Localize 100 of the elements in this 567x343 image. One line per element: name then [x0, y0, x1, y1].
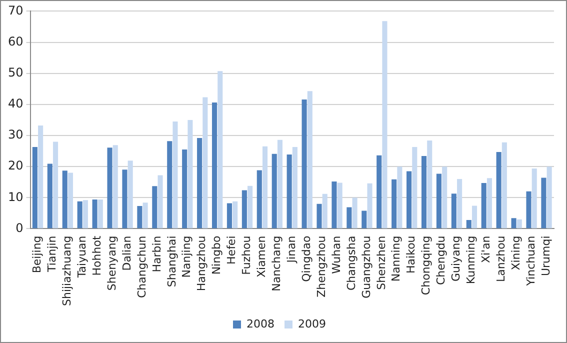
y-tick-label: 10: [8, 190, 24, 204]
bar: [107, 148, 112, 228]
bar: [442, 166, 448, 228]
bar: [92, 200, 98, 228]
y-tick-label: 40: [8, 96, 24, 111]
bar: [481, 183, 486, 228]
bar: [406, 171, 412, 228]
bar: [32, 147, 38, 228]
y-tick-label: 30: [8, 128, 24, 142]
bar: [38, 126, 44, 228]
legend-label: 2008: [246, 317, 275, 330]
bar: [172, 122, 178, 228]
x-tick-label: Haikou: [404, 236, 418, 274]
x-tick-label: Nanning: [390, 236, 403, 282]
bar: [457, 179, 462, 228]
bar: [226, 203, 232, 228]
legend-label: 2009: [298, 317, 326, 330]
bar: [52, 142, 58, 228]
bar: [421, 156, 427, 228]
bar: [362, 210, 367, 228]
bar: [82, 200, 88, 228]
bar: [502, 142, 507, 228]
bar: [277, 140, 282, 228]
bar: [546, 166, 552, 228]
x-tick-label: Hohhot: [90, 235, 104, 276]
x-tick-label: Jinan: [284, 236, 298, 264]
x-tick-label: Tianjin: [46, 236, 59, 273]
bar: [158, 175, 163, 228]
bar: [47, 164, 52, 228]
bar: [486, 178, 492, 228]
y-tick-label: 70: [8, 3, 24, 18]
y-tick-label: 60: [8, 34, 24, 48]
x-tick-label: Guangzhou: [360, 236, 373, 298]
x-tick-label: Hefei: [225, 236, 238, 264]
bar: [382, 21, 388, 228]
x-tick-label: Shanghai: [165, 236, 178, 288]
x-tick-label: Harbin: [150, 236, 164, 272]
x-tick-label: Changchun: [135, 236, 148, 298]
bar: [188, 120, 193, 228]
x-tick-label: Yinchuan: [524, 236, 538, 287]
bar: [466, 220, 472, 228]
bar: [182, 149, 188, 228]
bar: [212, 102, 218, 228]
x-tick-label: Nanjing: [180, 236, 194, 278]
x-tick-label: Kunming: [464, 236, 478, 284]
x-tick-label: Urumqi: [539, 236, 552, 276]
bar: [262, 146, 268, 228]
x-tick-label: Wuhan: [330, 236, 343, 274]
bar: [541, 178, 546, 228]
bar: [167, 141, 172, 228]
y-tick-label: 50: [8, 65, 24, 80]
x-tick-label: Xi'an: [480, 236, 493, 264]
bar: [218, 71, 223, 228]
bar: [427, 140, 432, 228]
bar: [242, 190, 247, 228]
bar: [152, 186, 158, 228]
bar: [202, 97, 208, 228]
y-tick-label: 20: [8, 158, 24, 173]
x-tick-label: Fuzhou: [240, 236, 254, 275]
y-tick-label: 0: [16, 220, 24, 235]
bar: [516, 219, 522, 228]
bar: [68, 172, 74, 228]
x-tick-label: Shenzhen: [374, 236, 388, 290]
bar: [137, 206, 142, 228]
bar: [128, 160, 133, 228]
bar: [392, 179, 397, 228]
bar: [367, 183, 372, 228]
bar: [526, 191, 532, 228]
x-tick-label: Dalian: [120, 236, 134, 271]
x-tick-label: Shenyang: [105, 236, 118, 291]
bar: [376, 155, 382, 228]
x-tick-label: Shijiazhuang: [60, 236, 74, 306]
x-tick-label: Hangzhou: [195, 236, 208, 292]
bar: [436, 174, 442, 228]
bar: [62, 170, 68, 228]
bar: [332, 181, 337, 228]
x-tick-label: Taiyuan: [76, 236, 88, 279]
x-tick-label: Chongqing: [420, 236, 433, 296]
x-tick-label: Qingdao: [300, 235, 313, 282]
bar: [397, 166, 402, 228]
bar: [532, 168, 537, 228]
bar: [511, 218, 516, 228]
x-tick-label: Nanchang: [270, 236, 284, 292]
bar: [98, 200, 103, 228]
bar: [496, 152, 502, 228]
bar: [451, 194, 456, 228]
x-tick-label: Ningbo: [210, 235, 224, 275]
x-tick-label: Guiyang: [450, 236, 463, 282]
x-tick-label: Chengdu: [434, 236, 448, 286]
bar: [352, 198, 358, 228]
bar: [302, 99, 307, 228]
bar: [322, 194, 328, 228]
x-tick-label: Changsha: [344, 236, 358, 291]
bar: [412, 147, 418, 228]
bar: [77, 201, 82, 228]
bar: [142, 202, 148, 228]
bar: [286, 154, 292, 228]
x-tick-label: Xining: [509, 236, 522, 270]
bar: [337, 182, 342, 228]
bar: [472, 206, 478, 228]
